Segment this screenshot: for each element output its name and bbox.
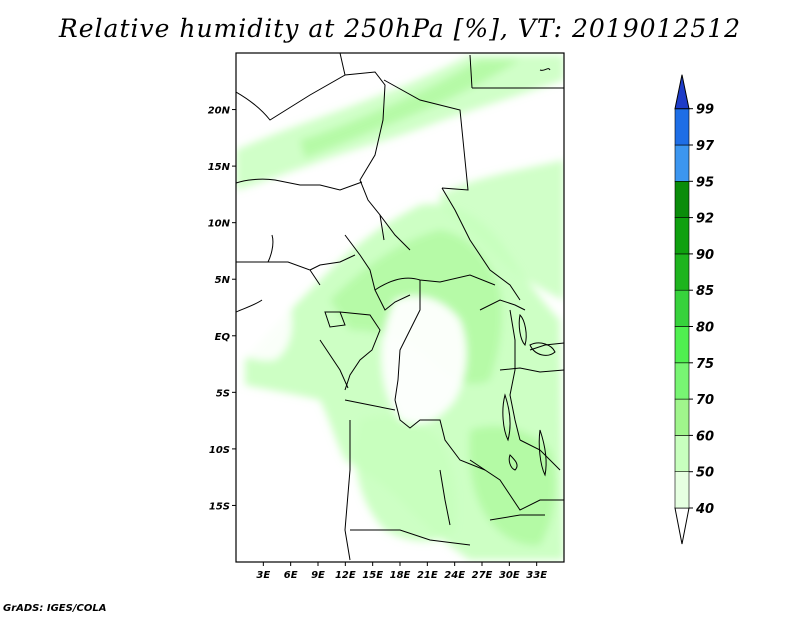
colorbar-level-label: 70 bbox=[696, 393, 714, 408]
colorbar-swatch bbox=[674, 326, 690, 364]
humidity-band-north bbox=[236, 55, 564, 190]
lon-tick-label: 30E bbox=[499, 570, 520, 581]
lat-tick-label: 15N bbox=[208, 162, 231, 173]
lat-tick-label: 20N bbox=[208, 106, 231, 117]
colorbar-level-label: 95 bbox=[696, 175, 714, 190]
lon-tick-label: 18E bbox=[390, 570, 411, 581]
humidity-band-north-core bbox=[300, 60, 520, 158]
colorbar-swatch bbox=[674, 253, 690, 291]
lon-tick-label: 9E bbox=[311, 570, 325, 581]
colorbar-level-label: 75 bbox=[696, 357, 714, 372]
latitude-axis: 20N 15N 10N 5N EQ 5S 10S 15S bbox=[208, 106, 236, 512]
lon-tick-label: 3E bbox=[256, 570, 270, 581]
lat-tick-label: 5S bbox=[216, 388, 230, 399]
colorbar-swatch bbox=[674, 217, 690, 255]
lat-tick-label: EQ bbox=[215, 332, 231, 343]
lon-tick-label: 12E bbox=[335, 570, 356, 581]
lat-tick-label: 15S bbox=[209, 501, 230, 512]
lat-tick-label: 10N bbox=[208, 219, 231, 230]
map-title: Relative humidity at 250hPa [%], VT: 201… bbox=[58, 14, 742, 43]
colorbar-level-label: 85 bbox=[696, 284, 714, 299]
colorbar: 40 50 60 70 75 80 85 90 92 95 97 99 bbox=[674, 74, 715, 545]
colorbar-level-label: 60 bbox=[696, 429, 714, 444]
lon-tick-label: 27E bbox=[472, 570, 493, 581]
dry-region-interior bbox=[381, 296, 467, 424]
lon-tick-label: 15E bbox=[362, 570, 383, 581]
humidity-shading bbox=[236, 55, 564, 560]
colorbar-level-label: 92 bbox=[696, 212, 714, 227]
colorbar-lower-arrow bbox=[674, 507, 690, 545]
colorbar-swatch bbox=[674, 144, 690, 182]
colorbar-swatch bbox=[674, 398, 690, 436]
colorbar-swatch bbox=[674, 289, 690, 327]
colorbar-level-label: 99 bbox=[696, 103, 714, 118]
dry-region-north bbox=[264, 180, 361, 243]
humidity-patch-southeast bbox=[469, 426, 556, 546]
colorbar-swatch bbox=[674, 108, 690, 146]
lat-tick-label: 5N bbox=[215, 275, 231, 286]
colorbar-level-label: 40 bbox=[695, 502, 714, 517]
lat-tick-label: 10S bbox=[209, 445, 230, 456]
dry-region-west bbox=[236, 288, 292, 361]
colorbar-swatch bbox=[674, 471, 690, 509]
colorbar-level-label: 90 bbox=[696, 248, 714, 263]
colorbar-level-label: 50 bbox=[696, 466, 714, 481]
longitude-axis: 3E 6E 9E 12E 15E 18E 21E 24E 27E 30E 33E bbox=[256, 562, 547, 581]
lon-tick-label: 33E bbox=[526, 570, 547, 581]
country-borders bbox=[236, 53, 564, 561]
colorbar-swatch bbox=[674, 435, 690, 472]
colorbar-level-label: 80 bbox=[696, 321, 714, 336]
colorbar-level-label: 97 bbox=[696, 139, 715, 154]
lon-tick-label: 21E bbox=[417, 570, 438, 581]
colorbar-swatch bbox=[674, 362, 690, 400]
colorbar-upper-arrow bbox=[674, 74, 690, 110]
grads-credit: GrADS: IGES/COLA bbox=[3, 603, 107, 614]
humidity-patch-south bbox=[355, 416, 457, 542]
lon-tick-label: 24E bbox=[444, 570, 465, 581]
lon-tick-label: 6E bbox=[284, 570, 298, 581]
humidity-patch-northeast bbox=[440, 160, 564, 300]
colorbar-swatch bbox=[674, 181, 690, 218]
